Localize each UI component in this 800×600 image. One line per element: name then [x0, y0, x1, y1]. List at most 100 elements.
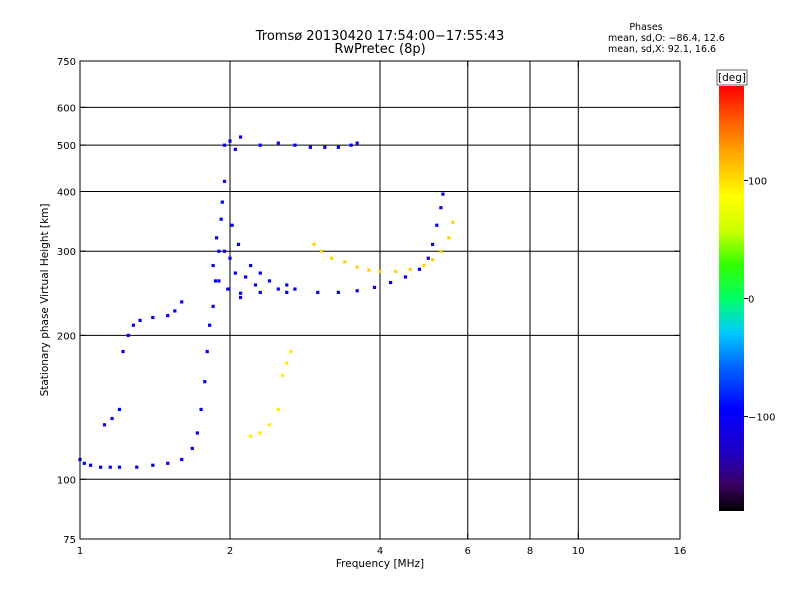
data-point: [88, 463, 93, 467]
data-point: [173, 309, 177, 313]
data-point: [330, 256, 334, 260]
data-point: [233, 271, 237, 275]
data-point: [205, 349, 209, 354]
colorbar-ticks: −100 0 100: [744, 176, 775, 424]
data-point: [441, 192, 445, 196]
x-tick-label: 8: [527, 546, 533, 557]
grid-lines: [80, 61, 680, 539]
x-tick-label: 6: [465, 546, 471, 557]
data-point: [336, 145, 340, 149]
data-point: [190, 446, 194, 451]
data-point: [117, 407, 122, 412]
data-point: [222, 179, 227, 183]
data-point: [199, 407, 203, 412]
data-point: [258, 290, 262, 295]
stats-line-o: mean, sd,O: −86.4, 12.6: [608, 33, 725, 44]
y-tick-label: 200: [57, 331, 76, 342]
data-point: [323, 145, 327, 149]
colorbar-tick-label: 100: [748, 176, 767, 187]
data-point: [222, 249, 227, 253]
y-tick-label: 750: [57, 57, 76, 68]
data-point: [336, 290, 340, 295]
data-point: [180, 300, 184, 304]
data-point: [447, 236, 451, 240]
data-point: [220, 200, 224, 204]
data-point: [244, 275, 248, 279]
data-point: [238, 291, 243, 295]
y-tick-label: 400: [57, 187, 76, 198]
colorbar-label-box: [716, 69, 748, 86]
data-point: [228, 256, 232, 260]
x-axis-label: Frequency [MHz]: [336, 558, 424, 570]
data-point: [82, 461, 86, 465]
data-point: [108, 465, 112, 469]
data-point: [285, 283, 289, 287]
stats-heading: Phases: [629, 22, 662, 33]
data-point: [135, 465, 139, 469]
data-point: [258, 271, 262, 275]
data-point: [258, 143, 262, 147]
x-tick-label: 16: [674, 546, 687, 557]
data-point: [226, 287, 230, 291]
data-point: [138, 318, 142, 322]
data-point: [378, 269, 382, 274]
stats-line-x: mean, sd,X: 92.1, 16.6: [608, 44, 716, 55]
data-point: [258, 431, 262, 435]
y-tick-label: 100: [57, 475, 76, 486]
data-point: [267, 279, 272, 283]
y-axis-label: Stationary phase Virtual Height [km]: [39, 204, 51, 397]
x-tick-label: 2: [227, 546, 233, 557]
colorbar-label: [deg]: [718, 72, 746, 84]
data-point: [280, 373, 285, 377]
data-point: [439, 206, 443, 210]
data-point: [211, 304, 215, 308]
colorbar: [719, 86, 744, 511]
data-point: [372, 285, 377, 290]
colorbar-tick-label: −100: [748, 413, 775, 424]
data-point: [312, 242, 316, 247]
data-point: [285, 290, 289, 295]
data-point: [213, 279, 218, 283]
data-point: [276, 287, 280, 291]
data-point: [249, 434, 253, 438]
data-point: [253, 283, 258, 287]
data-point: [228, 139, 232, 143]
data-point: [435, 223, 439, 227]
data-point: [230, 223, 234, 227]
data-point: [308, 145, 313, 149]
scatter-points: [78, 135, 455, 469]
data-point: [211, 263, 215, 268]
y-tick-label: 600: [57, 103, 76, 114]
data-point: [238, 135, 243, 139]
data-point: [422, 263, 426, 268]
data-point: [99, 465, 103, 469]
data-point: [276, 407, 280, 412]
data-point: [417, 267, 422, 271]
data-point: [217, 279, 221, 283]
data-point: [110, 416, 114, 421]
data-point: [388, 280, 393, 285]
data-point: [289, 349, 293, 354]
x-tick-label: 10: [572, 546, 585, 557]
data-point: [394, 269, 398, 274]
data-point: [217, 249, 221, 253]
data-point: [403, 275, 408, 279]
data-point: [355, 289, 359, 293]
data-point: [166, 314, 170, 318]
data-point: [293, 287, 297, 291]
data-point: [430, 242, 435, 247]
data-point: [349, 143, 353, 147]
data-point: [430, 258, 435, 262]
data-point: [166, 461, 170, 465]
y-tick-label: 500: [57, 141, 76, 152]
data-point: [222, 143, 227, 147]
data-point: [151, 315, 155, 320]
data-point: [236, 242, 241, 247]
data-point: [238, 295, 243, 300]
x-axis: 1 2 4 6 8 10 16: [77, 61, 687, 557]
data-point: [276, 141, 280, 145]
data-point: [355, 141, 359, 145]
data-point: [267, 423, 272, 427]
y-axis: 75 100 200 300 400 500 600 750: [57, 57, 680, 546]
